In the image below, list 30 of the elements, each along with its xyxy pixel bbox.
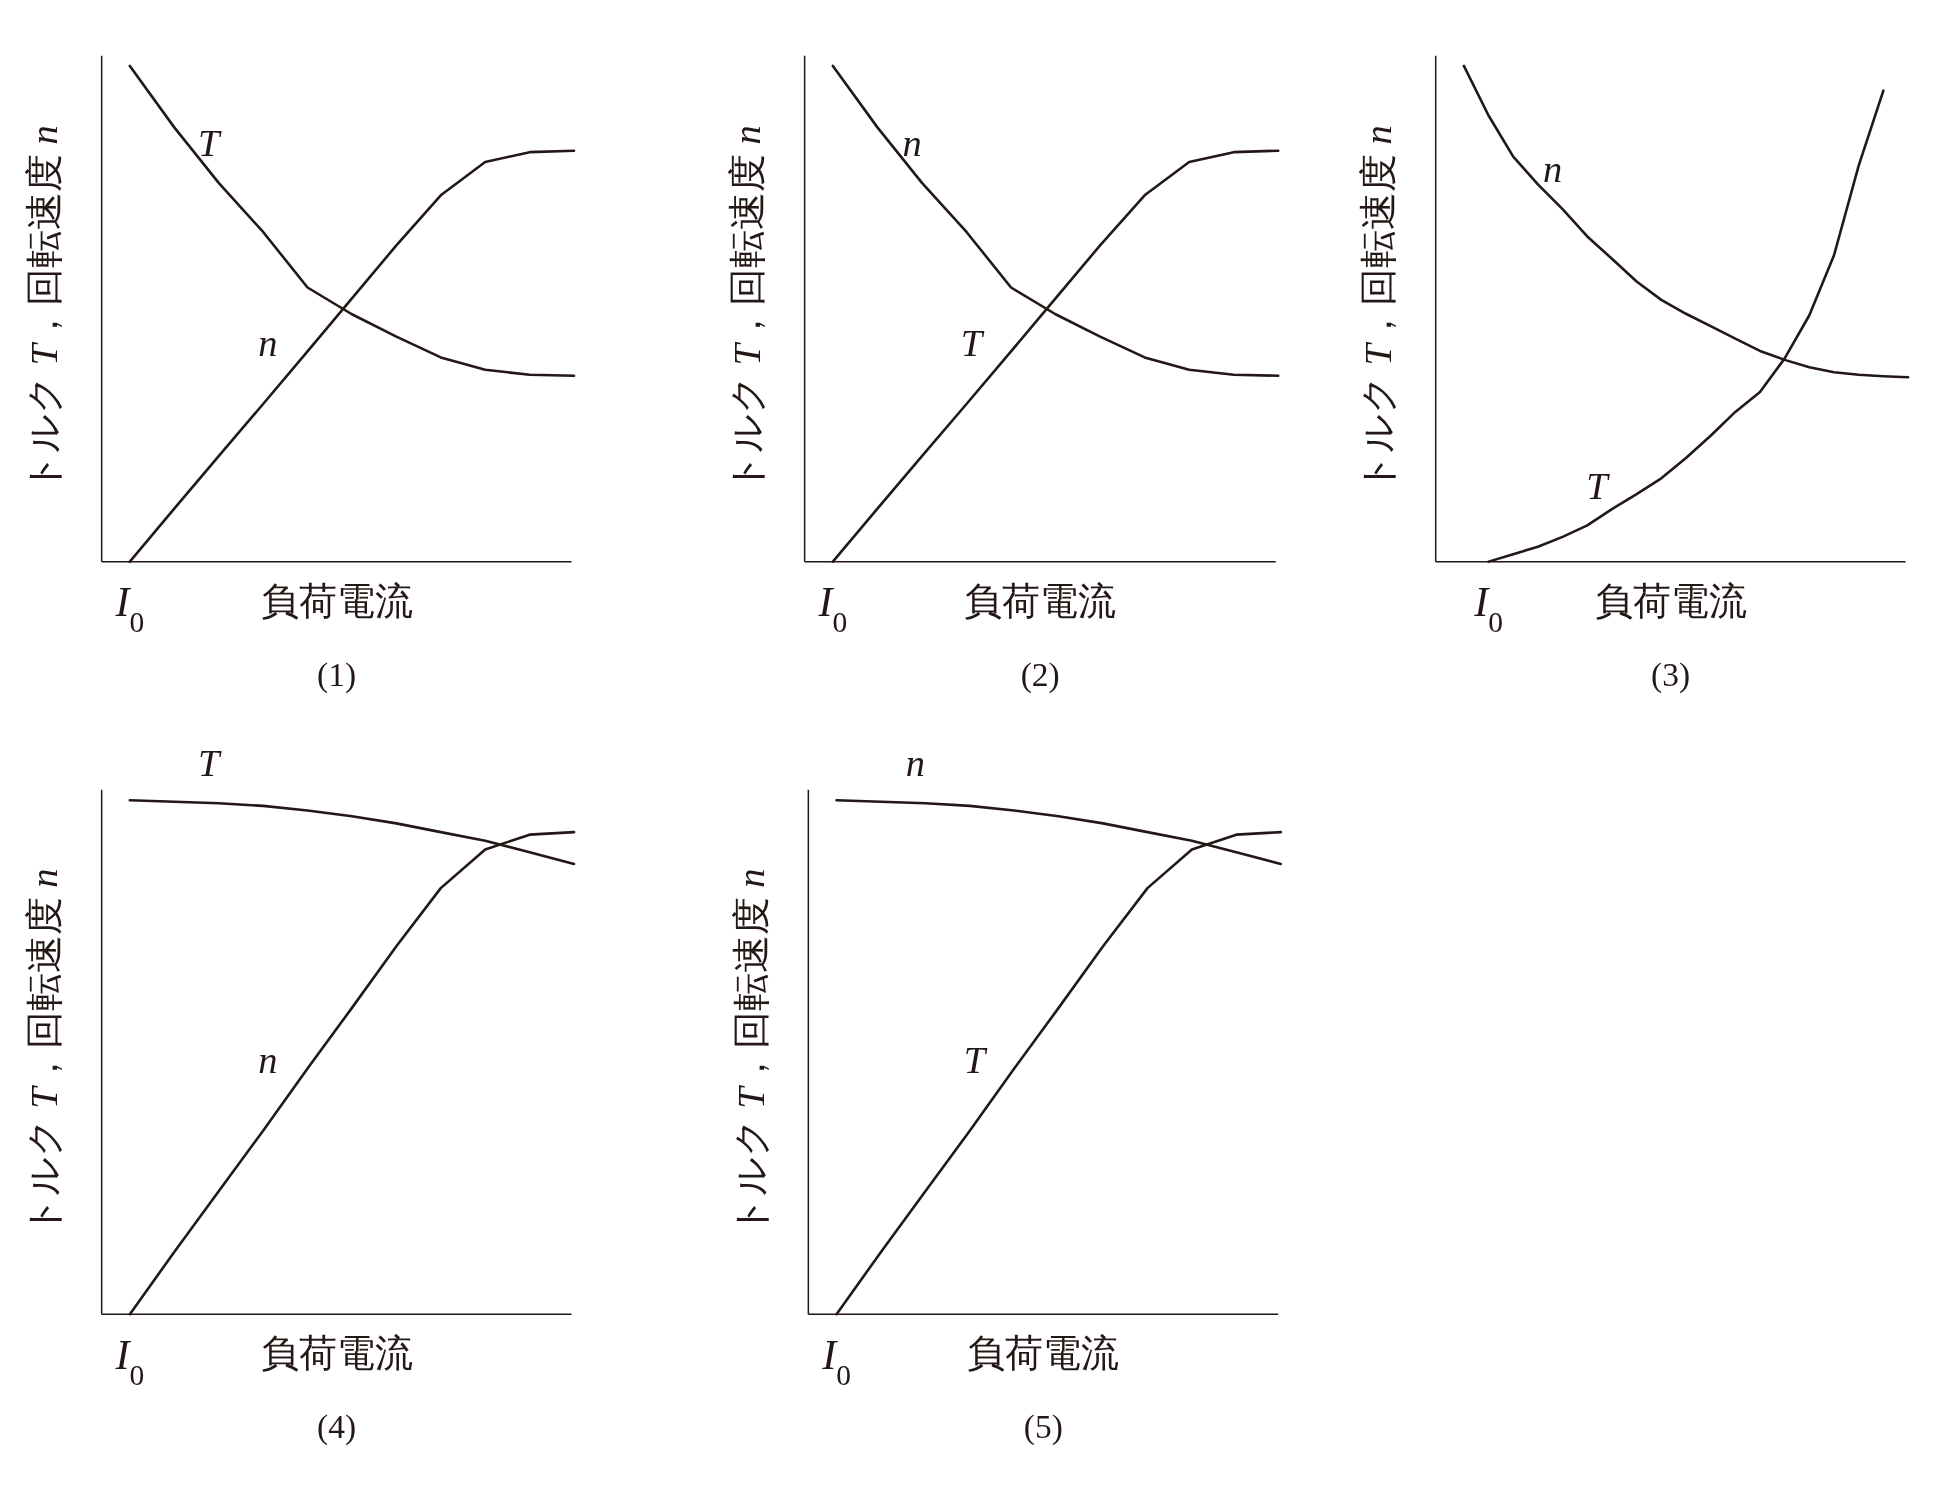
text: I$_{0}$	[114, 578, 145, 639]
text: (2)	[1020, 655, 1060, 694]
text: I$_{0}$	[114, 1330, 145, 1391]
y-axis-title: トルク T，回転速度 n	[1357, 125, 1400, 493]
y-axis-title: トルク T，回転速度 n	[729, 868, 772, 1236]
series-label: n	[905, 742, 926, 785]
text: I$_{0}$	[821, 1330, 851, 1391]
x-axis-title: 負荷電流	[1594, 579, 1747, 622]
series-label: T	[198, 742, 223, 785]
text: I$_{0}$	[817, 578, 848, 639]
y-axis-title: トルク T，回転速度 n	[23, 868, 66, 1236]
series-label: n	[902, 121, 922, 164]
x-axis-title: 負荷電流	[967, 1332, 1120, 1375]
y-axis-title: トルク T，回転速度 n	[725, 125, 768, 493]
y-axis-title: トルク T，回転速度 n	[23, 125, 66, 493]
x-axis-title: 負荷電流	[260, 579, 413, 622]
series-label: n	[258, 1039, 278, 1082]
text: (4)	[317, 1408, 357, 1447]
series-label: T	[963, 1039, 988, 1082]
series-label: T	[198, 121, 223, 164]
text: (3)	[1651, 655, 1691, 694]
text: (5)	[1023, 1408, 1063, 1447]
series-label: T	[1586, 465, 1611, 508]
text: (1)	[317, 655, 357, 694]
x-axis-title: 負荷電流	[260, 1332, 413, 1375]
series-label: n	[258, 322, 278, 365]
series-label: n	[1543, 147, 1563, 190]
text: I$_{0}$	[1473, 578, 1503, 639]
x-axis-title: 負荷電流	[964, 579, 1117, 622]
series-label: T	[960, 322, 985, 365]
